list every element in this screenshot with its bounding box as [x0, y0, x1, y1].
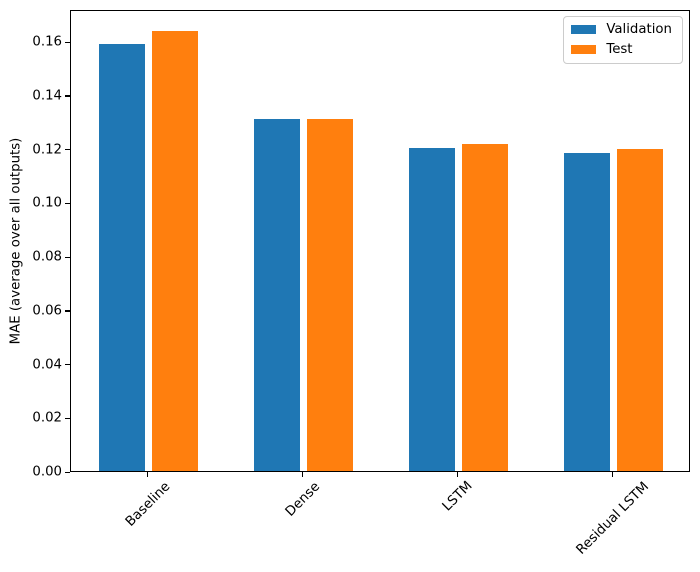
bar-baseline-test: [151, 31, 199, 471]
legend-label-validation: Validation: [606, 22, 672, 37]
y-tick-mark: [65, 202, 70, 205]
bar-residual-lstm-test: [616, 148, 664, 471]
x-tick-mark: [456, 472, 459, 477]
plot-area: Validation Test: [70, 10, 690, 472]
y-tick-mark: [65, 149, 70, 151]
legend-swatch-test: [571, 45, 597, 55]
y-tick-mark: [65, 471, 70, 473]
bar-baseline-validation: [98, 43, 146, 471]
x-tick-label-baseline: Baseline: [122, 478, 173, 530]
y-tick-mark: [65, 95, 70, 97]
bar-dense-test: [306, 119, 354, 471]
legend-item-validation: Validation: [571, 23, 672, 36]
y-tick-mark: [65, 417, 70, 419]
y-axis-label: MAE (average over all outputs): [8, 137, 24, 345]
y-tick-label: 0.14: [32, 88, 62, 104]
y-tick-mark: [65, 364, 70, 366]
y-tick-label: 0.08: [32, 249, 62, 265]
x-tick-mark: [301, 472, 304, 477]
bar-residual-lstm-validation: [563, 152, 611, 471]
y-tick-label: 0.06: [32, 303, 62, 319]
y-tick-mark: [65, 41, 70, 43]
x-tick-mark: [611, 472, 614, 477]
y-tick-label: 0.16: [32, 34, 62, 50]
legend: Validation Test: [563, 16, 683, 64]
legend-item-test: Test: [571, 42, 672, 58]
legend-label-test: Test: [606, 42, 633, 58]
y-tick-label: 0.04: [32, 357, 62, 373]
y-tick-mark: [65, 256, 70, 258]
x-tick-mark: [146, 472, 149, 477]
y-tick-label: 0.10: [32, 195, 62, 211]
y-tick-label: 0.00: [32, 464, 62, 480]
x-tick-label-residual-lstm: Residual LSTM: [573, 479, 652, 558]
y-tick-label: 0.02: [32, 410, 62, 426]
legend-swatch-validation: [571, 25, 597, 35]
y-tick-mark: [65, 310, 70, 312]
bar-dense-validation: [253, 118, 301, 471]
bar-lstm-test: [461, 143, 509, 471]
x-tick-label-dense: Dense: [282, 478, 323, 520]
x-tick-label-lstm: LSTM: [439, 478, 476, 515]
bar-lstm-validation: [408, 147, 456, 471]
y-tick-label: 0.12: [32, 142, 62, 158]
